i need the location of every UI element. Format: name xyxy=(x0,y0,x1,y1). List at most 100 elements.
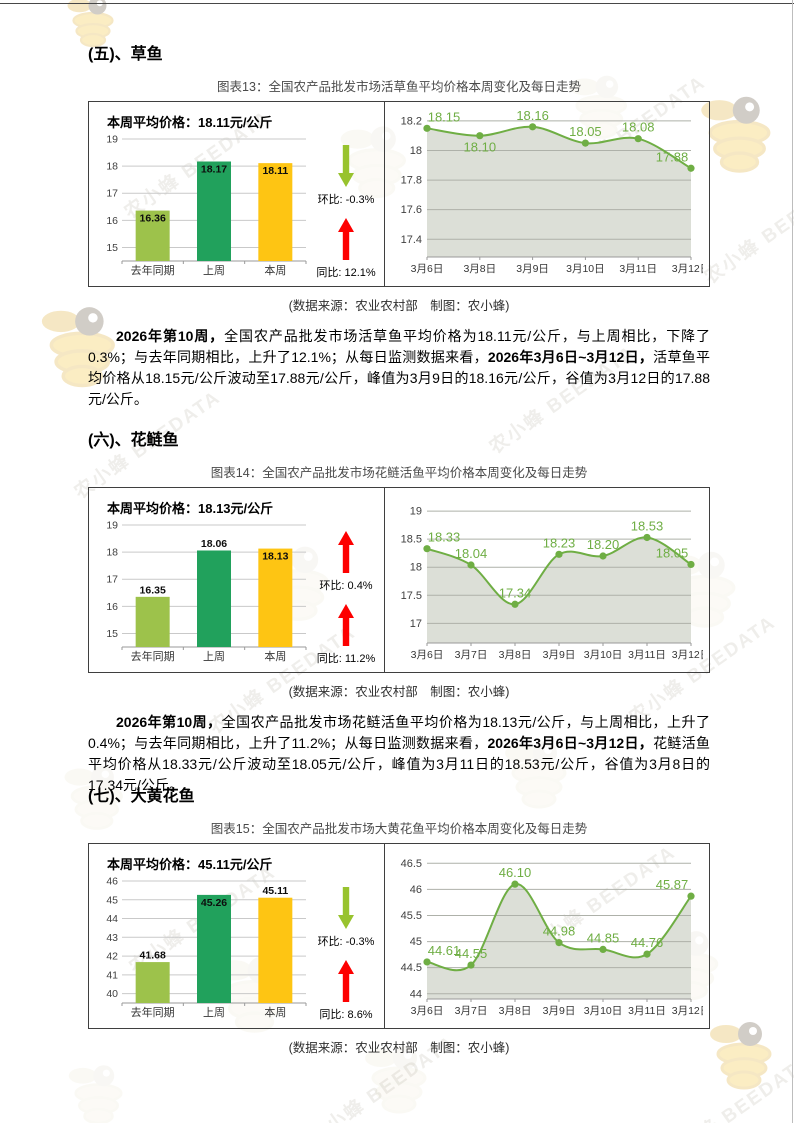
svg-text:17: 17 xyxy=(410,618,422,630)
ratio-item: 环比: -0.3% xyxy=(317,886,375,949)
svg-text:18.17: 18.17 xyxy=(201,164,227,176)
svg-text:去年同期: 去年同期 xyxy=(131,263,175,277)
svg-text:18.05: 18.05 xyxy=(656,545,689,560)
svg-text:46.5: 46.5 xyxy=(401,858,422,870)
svg-text:17.6: 17.6 xyxy=(401,204,422,216)
up-arrow-icon xyxy=(338,960,354,1002)
section-bighead-carp: (六)、花鲢鱼 图表14：全国农产品批发市场花鲢活鱼平均价格本周变化及每日走势 … xyxy=(88,426,710,796)
svg-text:18: 18 xyxy=(410,145,422,157)
svg-text:3月9日: 3月9日 xyxy=(543,649,576,661)
watermark-text: 农小蜂 BEEDATA xyxy=(700,171,794,289)
svg-text:18.04: 18.04 xyxy=(455,546,488,561)
section-yellow-croaker: (七)、大黄花鱼 图表15：全国农产品批发市场大黄花鱼平均价格本周变化及每日走势… xyxy=(88,782,710,1056)
ratio-label: 同比: 11.2% xyxy=(316,653,376,665)
svg-text:15: 15 xyxy=(106,242,118,254)
svg-text:44: 44 xyxy=(410,988,422,1000)
svg-text:3月8日: 3月8日 xyxy=(499,1005,532,1017)
svg-text:17: 17 xyxy=(106,188,118,200)
bar-chart: 40 41 42 43 44 45 46 41.68 去年同期 45.26 上周 45.11 本周 xyxy=(106,876,307,1019)
daily-line-panel: 44 44.5 45 45.5 46 46.5 3月6日 3月7日 3月8日 3月9日 3月10日 3… xyxy=(385,844,709,1028)
weekly-bar-panel: 本周平均价格：18.13元/公斤 15 16 17 18 19 16.35 去年同期 18.0… xyxy=(89,488,385,672)
svg-text:本周: 本周 xyxy=(264,1005,286,1019)
section-heading: (五)、草鱼 xyxy=(88,46,163,63)
svg-text:44.61: 44.61 xyxy=(428,943,461,958)
watermark-text: 农小蜂 BEEDATA xyxy=(661,1051,794,1123)
svg-text:18.10: 18.10 xyxy=(464,140,497,155)
svg-text:42: 42 xyxy=(106,951,118,963)
down-arrow-icon xyxy=(337,145,354,187)
svg-text:3月11日: 3月11日 xyxy=(628,649,666,661)
svg-text:3月7日: 3月7日 xyxy=(455,649,488,661)
ratio-item: 环比: -0.3% xyxy=(317,144,375,207)
ratio-column: 环比: -0.3% 同比: 8.6% xyxy=(311,873,381,1026)
svg-text:18: 18 xyxy=(106,547,118,559)
svg-text:44.55: 44.55 xyxy=(455,946,488,961)
svg-text:18.05: 18.05 xyxy=(569,124,602,139)
svg-text:16: 16 xyxy=(106,601,118,613)
daily-line-panel: 17.4 17.6 17.8 18 18.2 3月6日 3月8日 3月9日 3月10日 3月11日… xyxy=(385,102,709,286)
svg-text:46: 46 xyxy=(106,876,118,888)
svg-text:16.36: 16.36 xyxy=(140,213,166,225)
svg-text:43: 43 xyxy=(106,932,118,944)
bar-chart-row: 15 16 17 18 19 16.35 去年同期 18.06 上周 18.13 本周 环比: 0.… xyxy=(97,517,382,670)
svg-text:18.33: 18.33 xyxy=(428,530,461,545)
figure-title: 图表13：全国农产品批发市场活草鱼平均价格本周变化及每日走势 xyxy=(217,80,581,94)
bar-chart-row: 15 16 17 18 19 16.36 去年同期 18.17 上周 18.11 本周 环比: -0… xyxy=(97,131,382,284)
section-heading: (六)、花鲢鱼 xyxy=(88,432,179,449)
svg-text:上周: 上周 xyxy=(203,650,225,663)
svg-text:3月6日: 3月6日 xyxy=(411,263,444,275)
svg-text:18.23: 18.23 xyxy=(543,535,576,550)
line-chart: 44 44.5 45 45.5 46 46.5 3月6日 3月7日 3月8日 3月9日 3月10日 3… xyxy=(401,858,703,1017)
svg-text:17.88: 17.88 xyxy=(656,149,689,164)
svg-text:18.5: 18.5 xyxy=(401,534,422,546)
ratio-item: 同比: 12.1% xyxy=(316,217,376,280)
weekly-bar-panel: 本周平均价格：45.11元/公斤 40 41 42 43 44 45 46 41.68 去年同期… xyxy=(89,844,385,1028)
svg-text:17.8: 17.8 xyxy=(401,175,422,187)
line-chart: 17 17.5 18 18.5 19 3月6日 3月7日 3月8日 3月9日 3月10日 3月11日… xyxy=(401,506,703,661)
svg-text:3月6日: 3月6日 xyxy=(411,1005,444,1017)
svg-text:46.10: 46.10 xyxy=(499,865,532,880)
weekly-bar-panel: 本周平均价格：18.11元/公斤 15 16 17 18 19 16.36 去年同期 18.1… xyxy=(89,102,385,286)
svg-text:18.16: 18.16 xyxy=(516,108,549,123)
svg-text:44.5: 44.5 xyxy=(401,962,422,974)
svg-text:3月12日: 3月12日 xyxy=(672,1005,703,1017)
svg-text:44.98: 44.98 xyxy=(543,924,576,939)
svg-text:18.53: 18.53 xyxy=(631,518,664,533)
svg-text:17: 17 xyxy=(106,574,118,586)
svg-text:45.11: 45.11 xyxy=(262,885,288,897)
daily-line-panel: 17 17.5 18 18.5 19 3月6日 3月7日 3月8日 3月9日 3月10日 3月11日… xyxy=(385,488,709,672)
svg-text:18.06: 18.06 xyxy=(201,538,227,550)
svg-text:41: 41 xyxy=(106,969,118,981)
ratio-item: 同比: 8.6% xyxy=(319,959,373,1022)
analysis-paragraph: 2026年第10周，全国农产品批发市场花鲢活鱼平均价格为18.13元/公斤，与上… xyxy=(88,714,710,793)
svg-text:19: 19 xyxy=(410,506,422,518)
svg-text:3月10日: 3月10日 xyxy=(584,649,623,661)
bar-chart-row: 40 41 42 43 44 45 46 41.68 去年同期 45.26 上周 45.11 本周 环比… xyxy=(97,873,382,1026)
svg-text:18.2: 18.2 xyxy=(401,115,422,127)
svg-text:3月12日: 3月12日 xyxy=(672,263,703,275)
svg-text:本周: 本周 xyxy=(264,649,286,663)
ratio-label: 环比: -0.3% xyxy=(317,936,375,948)
svg-text:3月8日: 3月8日 xyxy=(463,263,496,275)
svg-text:去年同期: 去年同期 xyxy=(131,1005,175,1019)
svg-text:45.5: 45.5 xyxy=(401,910,422,922)
ratio-column: 环比: 0.4% 同比: 11.2% xyxy=(311,517,381,670)
figure-13: 本周平均价格：18.11元/公斤 15 16 17 18 19 16.36 去年同期 18.1… xyxy=(88,101,710,287)
svg-text:17.5: 17.5 xyxy=(401,590,422,602)
svg-text:18.13: 18.13 xyxy=(262,551,288,563)
svg-text:去年同期: 去年同期 xyxy=(131,649,175,663)
svg-text:18.15: 18.15 xyxy=(428,109,461,124)
up-arrow-icon xyxy=(338,218,354,260)
svg-text:40: 40 xyxy=(106,988,118,1000)
svg-text:18: 18 xyxy=(410,562,422,574)
ratio-label: 环比: -0.3% xyxy=(317,194,375,206)
svg-text:44: 44 xyxy=(106,913,118,925)
ratio-column: 环比: -0.3% 同比: 12.1% xyxy=(311,131,381,284)
figure-title: 图表15：全国农产品批发市场大黄花鱼平均价格本周变化及每日走势 xyxy=(210,822,588,836)
svg-text:17.4: 17.4 xyxy=(401,234,422,246)
weekly-average-price: 本周平均价格：45.11元/公斤 xyxy=(107,857,273,872)
figure-15: 本周平均价格：45.11元/公斤 40 41 42 43 44 45 46 41.68 去年同期… xyxy=(88,843,710,1029)
svg-text:上周: 上周 xyxy=(203,264,225,277)
figure-title: 图表14：全国农产品批发市场花鲢活鱼平均价格本周变化及每日走势 xyxy=(210,466,588,480)
